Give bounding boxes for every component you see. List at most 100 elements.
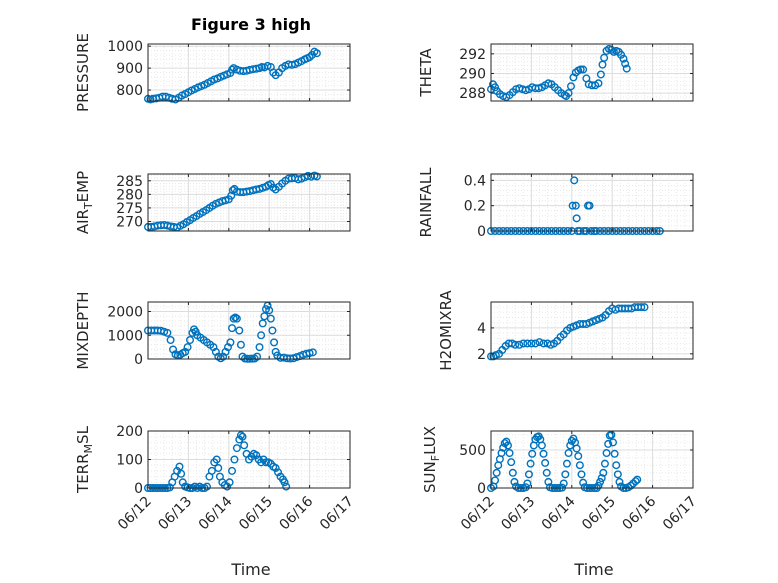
data-point <box>600 459 609 468</box>
x-tick-label: 06/15 <box>579 494 619 534</box>
data-point <box>255 343 264 352</box>
grid <box>490 431 694 489</box>
data-point <box>280 478 289 487</box>
data-point <box>236 340 245 349</box>
series-points <box>487 303 649 361</box>
y-tick-label: 4 <box>477 321 486 337</box>
data-point <box>507 458 516 467</box>
data-point <box>600 53 609 62</box>
y-tick-label: 100 <box>116 453 143 469</box>
x-axis-label-right: Time <box>573 560 613 579</box>
y-axis-label: SUNFLUX <box>421 426 442 493</box>
series-points <box>143 431 291 493</box>
data-point <box>312 172 321 181</box>
data-point <box>542 468 551 477</box>
data-point <box>541 458 550 467</box>
data-point <box>266 314 275 323</box>
y-axis-label: RAINFALL <box>417 167 435 238</box>
data-point <box>575 461 584 470</box>
subplot-theta: 288 290 292 THETA <box>417 43 694 102</box>
data-point <box>612 461 621 470</box>
data-point <box>602 449 611 458</box>
data-point <box>230 455 239 464</box>
y-tick-label: 0 <box>477 481 486 497</box>
data-point <box>570 176 579 185</box>
data-point <box>526 459 535 468</box>
series-points <box>143 47 321 104</box>
data-point <box>236 431 245 440</box>
y-axis-label: AIRTEMP <box>74 171 95 234</box>
data-point <box>515 340 524 349</box>
subplot-sun-flux: 0 500 SUNFLUX 06/12 06/13 06/14 06/15 06/16 06/1… <box>421 426 700 533</box>
data-point <box>166 336 175 345</box>
data-point <box>497 449 506 458</box>
data-point <box>228 65 237 74</box>
data-point <box>594 481 603 490</box>
axes-box <box>147 173 351 232</box>
data-point <box>596 477 605 486</box>
data-point <box>257 331 266 340</box>
data-point <box>539 449 548 458</box>
data-point <box>523 339 532 348</box>
y-tick-label: 900 <box>116 61 143 77</box>
data-point <box>572 444 581 453</box>
data-point <box>531 339 540 348</box>
data-point <box>622 64 631 73</box>
data-point <box>223 482 232 491</box>
data-point <box>537 441 546 450</box>
data-point <box>574 452 583 461</box>
data-point <box>228 324 237 333</box>
data-point <box>609 438 618 447</box>
y-axis-label: MIXDEPTH <box>74 291 92 369</box>
data-point <box>231 313 240 322</box>
data-point <box>640 303 649 312</box>
data-point <box>225 478 234 487</box>
data-point <box>544 477 553 486</box>
data-point <box>238 432 247 441</box>
data-point <box>232 314 241 323</box>
data-point <box>617 50 626 59</box>
data-point <box>576 65 585 74</box>
data-point <box>594 79 603 88</box>
y-tick-label: 288 <box>459 86 486 102</box>
data-point <box>610 449 619 458</box>
data-point <box>579 478 588 487</box>
data-point <box>271 464 280 473</box>
plot-area <box>491 302 693 359</box>
data-point <box>585 201 594 210</box>
x-tick-label: 06/14 <box>196 493 236 533</box>
data-point <box>228 466 237 475</box>
data-point <box>492 468 501 477</box>
y-tick-label: 1000 <box>107 328 143 344</box>
data-point <box>599 468 608 477</box>
data-point <box>631 477 640 486</box>
y-tick-label: 1000 <box>107 39 143 55</box>
subplot-h2omixra: 2 4 H2OMIXRA <box>437 290 694 371</box>
data-point <box>619 54 628 63</box>
data-point <box>235 326 244 335</box>
y-tick-label: 500 <box>459 443 486 459</box>
data-point <box>312 49 321 58</box>
y-tick-label: 200 <box>116 424 143 440</box>
y-tick-label: 275 <box>116 201 143 217</box>
data-point <box>572 214 581 223</box>
data-point <box>265 306 274 315</box>
data-point <box>491 83 500 92</box>
series-points <box>143 301 317 363</box>
y-tick-label: 800 <box>116 83 143 99</box>
data-point <box>535 338 544 347</box>
y-tick-label: 2 <box>477 347 486 363</box>
y-tick-label: 270 <box>116 215 143 231</box>
y-tick-label: 280 <box>116 187 143 203</box>
data-point <box>253 352 262 361</box>
x-tick-label: 06/16 <box>620 493 660 533</box>
data-point <box>207 466 216 475</box>
y-tick-label: 0 <box>134 352 143 368</box>
data-point <box>178 478 187 487</box>
data-point <box>597 474 606 483</box>
data-point <box>177 469 186 478</box>
data-point <box>202 482 211 491</box>
data-point <box>566 82 575 91</box>
